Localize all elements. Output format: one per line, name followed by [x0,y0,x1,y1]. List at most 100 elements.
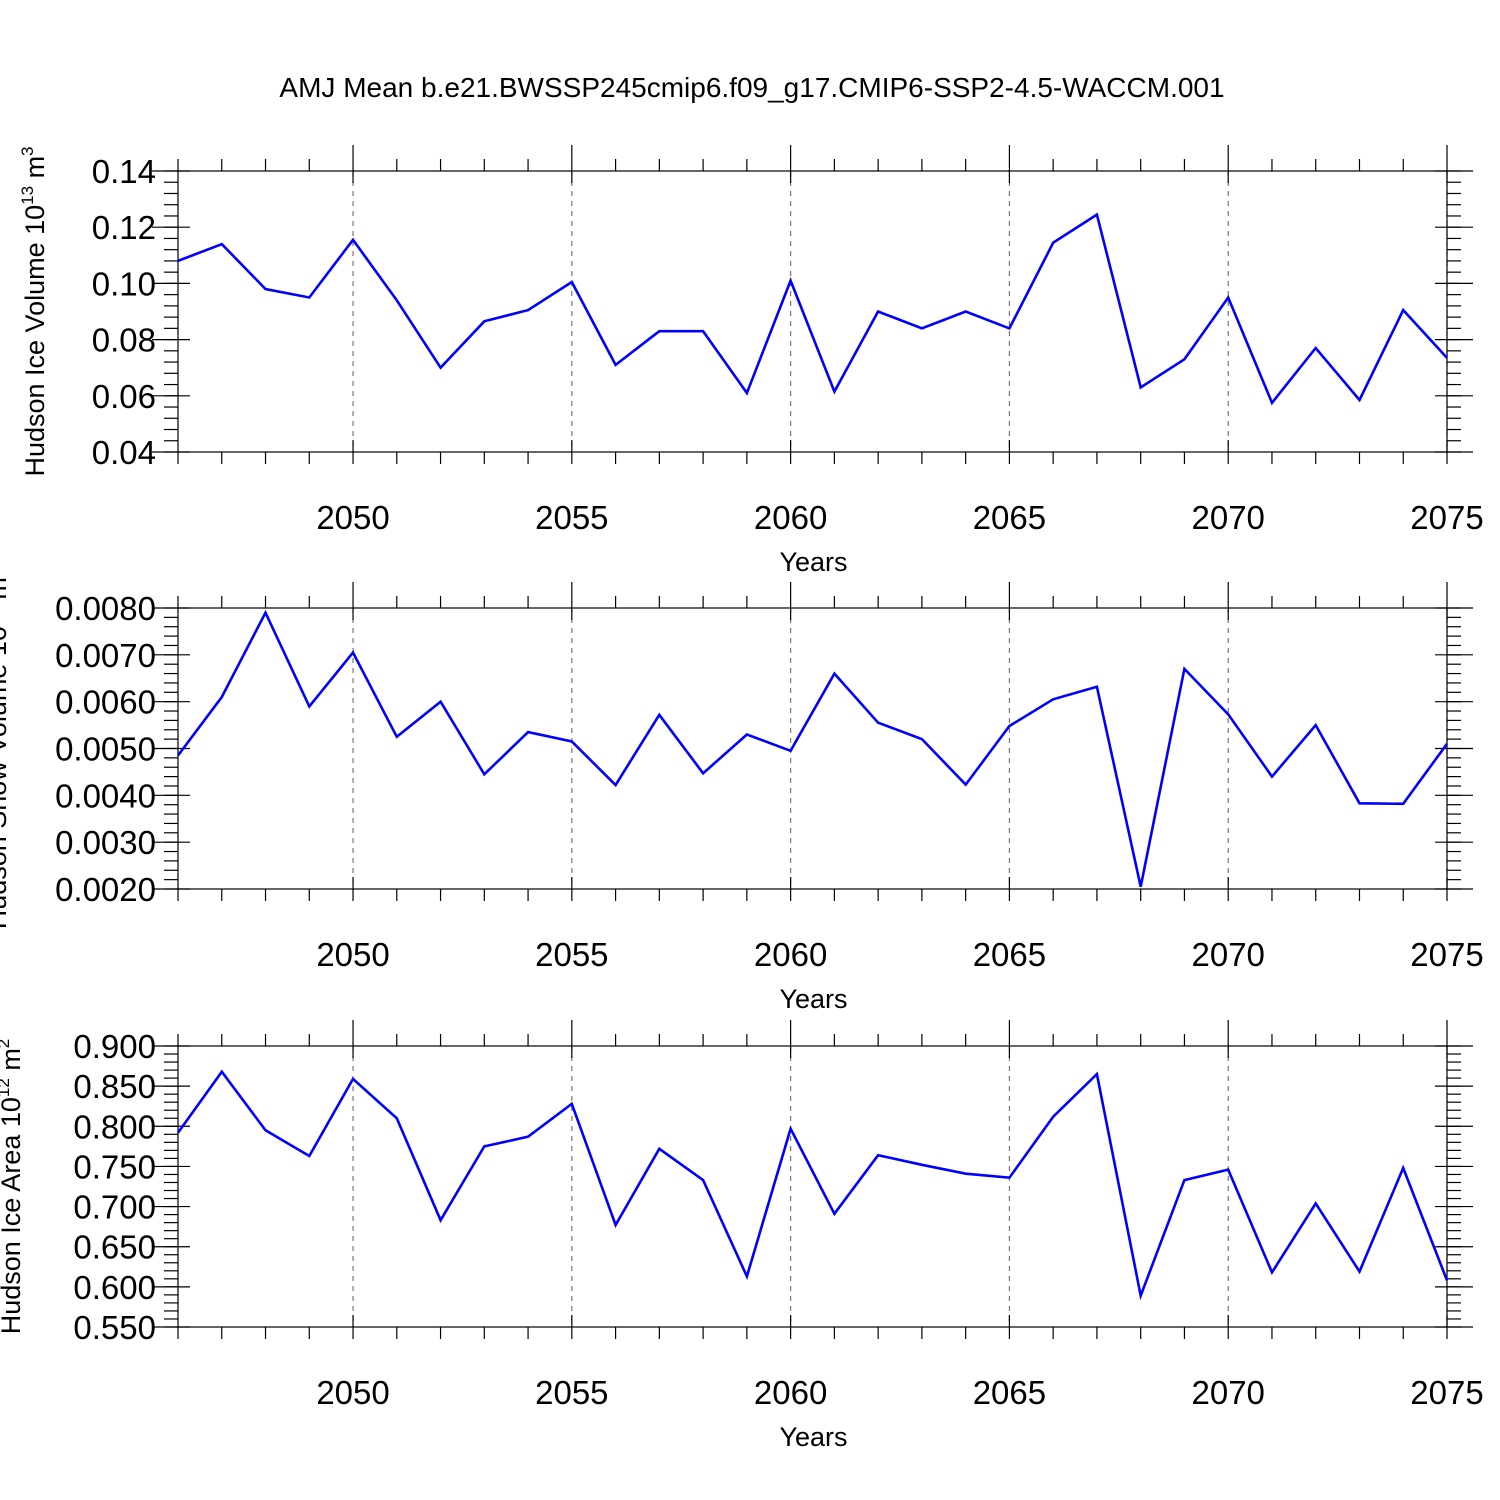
data-point [1445,356,1449,360]
data-point [1051,1115,1055,1119]
data-point [876,1153,880,1157]
data-point [351,1077,355,1081]
y-tick-label: 0.0050 [55,731,156,768]
data-point [1139,885,1143,889]
data-point [1270,401,1274,405]
data-point [1226,1168,1230,1172]
data-point [1314,723,1318,727]
data-point [220,242,224,246]
x-tick-label: 2055 [535,936,608,973]
data-point [1314,346,1318,350]
y-tick-label: 0.750 [73,1148,156,1185]
data-point [176,259,180,263]
data-point [1401,1166,1405,1170]
y-axis-title: Hudson Snow Volume 1013 m3 [0,568,12,930]
data-point [1051,697,1055,701]
data-point [745,1274,749,1278]
plot-frame [177,1045,1448,1328]
y-axis-title-unit-exponent: 2 [0,1039,13,1048]
y-tick-label: 0.0080 [55,590,156,627]
data-point [1007,1176,1011,1180]
x-axis-title: Years [779,547,847,577]
data-point [745,732,749,736]
data-point [307,1154,311,1158]
data-point [1401,308,1405,312]
y-tick-label: 0.06 [92,378,156,415]
y-tick-label: 0.0070 [55,637,156,674]
data-point [614,363,618,367]
y-axis-title-unit: m [0,1048,26,1078]
data-point [264,1128,268,1132]
y-tick-label: 0.0060 [55,684,156,721]
chart-panel-1: 0.04 0.06 0.08 0.10 0.12 0.14 2050 2055 2060 2065… [18,145,1484,577]
data-point [1182,357,1186,361]
x-tick-label: 2065 [973,499,1046,536]
data-point [1401,802,1405,806]
data-point [745,391,749,395]
data-point [1357,398,1361,402]
data-point [570,739,574,743]
data-point [482,319,486,323]
data-point [1314,1201,1318,1205]
data-point [701,771,705,775]
x-tick-label: 2070 [1191,499,1264,536]
data-point [482,1144,486,1148]
y-tick-label: 0.900 [73,1028,156,1065]
data-point [395,1116,399,1120]
x-tick-label: 2050 [316,1374,389,1411]
y-axis-title-unit: m [20,156,50,186]
data-point [264,287,268,291]
x-axis-title: Years [779,1422,847,1452]
figure-title: AMJ Mean b.e21.BWSSP245cmip6.f09_g17.CMI… [279,72,1224,103]
data-point [614,1223,618,1227]
data-point [220,695,224,699]
panels: 0.04 0.06 0.08 0.10 0.12 0.14 2050 2055 2060 2065… [0,145,1484,1452]
data-point [964,1172,968,1176]
data-point [657,1147,661,1151]
y-tick-label: 0.04 [92,434,156,471]
y-tick-label: 0.0020 [55,871,156,908]
data-point [220,1070,224,1074]
data-point [439,366,443,370]
y-axis-title-unit-exponent: 3 [18,146,37,155]
data-point [876,721,880,725]
y-tick-label: 0.08 [92,322,156,359]
y-tick-label: 0.14 [92,153,156,190]
data-point [1445,1278,1449,1282]
data-point [395,298,399,302]
x-tick-label: 2075 [1410,1374,1483,1411]
data-point [526,308,530,312]
data-point [1182,667,1186,671]
data-point [439,700,443,704]
data-point [176,754,180,758]
y-axis-title-text: Hudson Ice Area 10 [0,1097,26,1334]
data-point [1095,213,1099,217]
series-line [176,1069,1449,1301]
data-point [701,1178,705,1182]
series-line [177,212,1448,406]
data-point [526,1135,530,1139]
y-tick-label: 0.550 [73,1309,156,1346]
y-axis-title-exponent: 12 [0,1078,13,1097]
x-tick-label: 2060 [754,936,827,973]
data-point [657,329,661,333]
plot-frame [177,607,1448,890]
x-tick-label: 2055 [535,499,608,536]
y-axis-title-text: Hudson Ice Volume 10 [20,205,50,477]
data-point [964,783,968,787]
x-tick-label: 2060 [754,1374,827,1411]
data-point [789,1127,793,1131]
data-point [789,279,793,283]
x-tick-label: 2075 [1410,936,1483,973]
data-point [351,650,355,654]
data-point [920,1163,924,1167]
data-point [1270,775,1274,779]
series-line [176,609,1449,887]
x-tick-label: 2070 [1191,936,1264,973]
data-point [482,772,486,776]
data-point [832,1212,836,1216]
data-point [1270,1270,1274,1274]
data-point [526,730,530,734]
data-point [876,310,880,314]
